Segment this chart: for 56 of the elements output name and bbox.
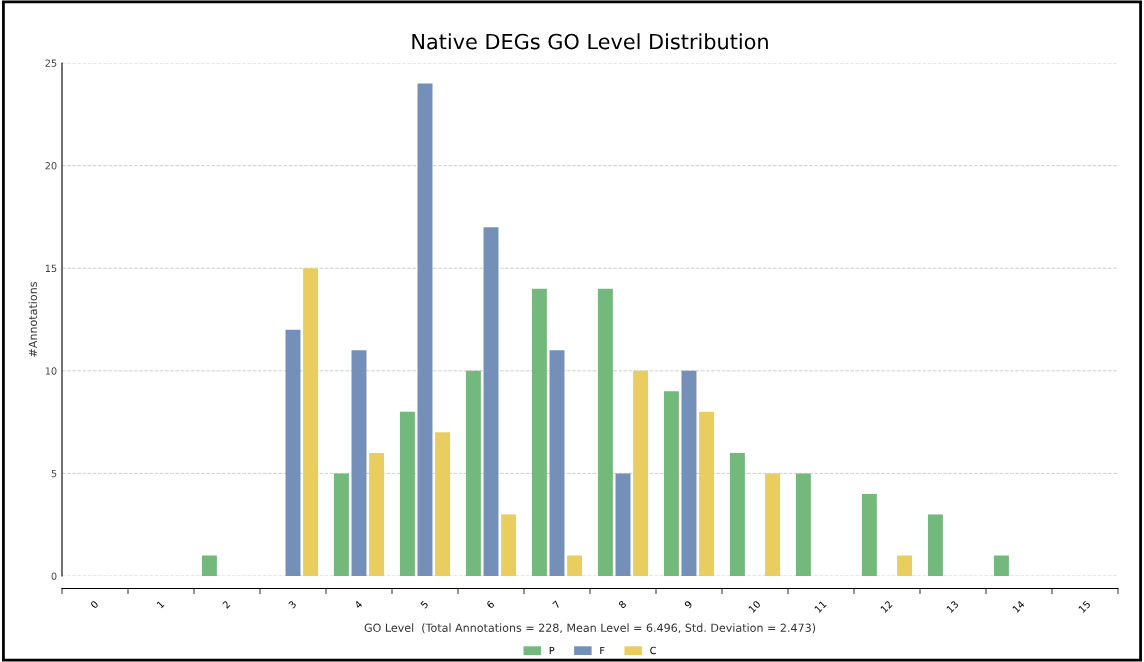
bar bbox=[567, 555, 583, 576]
bar bbox=[399, 411, 415, 576]
bar bbox=[351, 350, 367, 576]
bar bbox=[897, 555, 913, 576]
bar bbox=[285, 329, 301, 576]
x-tick-label: 7 bbox=[552, 600, 561, 609]
x-tick-label: 14 bbox=[1012, 600, 1025, 613]
x-tick-label: 13 bbox=[946, 600, 959, 613]
bar bbox=[927, 514, 943, 576]
bar bbox=[417, 83, 433, 576]
legend-label: P bbox=[549, 646, 555, 654]
bar bbox=[435, 432, 451, 576]
y-tick-label: 5 bbox=[51, 470, 57, 478]
y-tick-label: 20 bbox=[45, 162, 57, 170]
legend-label: F bbox=[600, 646, 605, 654]
x-tick-label: 5 bbox=[420, 600, 429, 609]
bar bbox=[303, 268, 319, 576]
y-tick-label: 10 bbox=[45, 367, 57, 375]
x-tick-label: 3 bbox=[288, 600, 297, 609]
bar bbox=[765, 473, 781, 576]
x-tick-label: 9 bbox=[684, 600, 693, 609]
bar bbox=[501, 514, 517, 576]
x-tick-label: 4 bbox=[354, 600, 363, 609]
bar bbox=[369, 452, 385, 576]
y-tick-label: 25 bbox=[45, 59, 57, 67]
bar bbox=[795, 473, 811, 576]
x-tick-label: 10 bbox=[748, 600, 761, 613]
x-tick-label: 2 bbox=[222, 600, 231, 609]
bar bbox=[861, 493, 877, 576]
bar bbox=[663, 391, 679, 576]
x-axis-title: GO Level (Total Annotations = 228, Mean Level = 6.496, Std. Deviation = 2.473) bbox=[364, 623, 816, 634]
bar bbox=[549, 350, 565, 576]
y-axis-title: #Annotations bbox=[28, 282, 38, 357]
bar bbox=[681, 370, 697, 576]
x-tick-label: 8 bbox=[618, 600, 627, 609]
x-tick-label: 12 bbox=[880, 600, 893, 613]
x-tick-label: 0 bbox=[90, 600, 99, 609]
y-tick-label: 0 bbox=[51, 572, 57, 580]
bar bbox=[699, 411, 715, 576]
bar bbox=[993, 555, 1009, 576]
chart-title: Native DEGs GO Level Distribution bbox=[412, 33, 768, 50]
bar bbox=[201, 555, 217, 576]
x-tick-label: 6 bbox=[486, 600, 495, 609]
bar bbox=[633, 370, 649, 576]
bar bbox=[615, 473, 631, 576]
legend-label: C bbox=[650, 646, 656, 655]
bar bbox=[531, 288, 547, 576]
x-tick-label: 1 bbox=[156, 600, 165, 609]
bar bbox=[597, 288, 613, 576]
x-tick-label: 11 bbox=[814, 600, 827, 613]
bar bbox=[729, 452, 745, 576]
bar bbox=[483, 227, 499, 576]
bar bbox=[333, 473, 349, 576]
y-tick-label: 15 bbox=[45, 264, 57, 273]
bar bbox=[465, 370, 481, 576]
x-tick-label: 15 bbox=[1078, 600, 1091, 613]
